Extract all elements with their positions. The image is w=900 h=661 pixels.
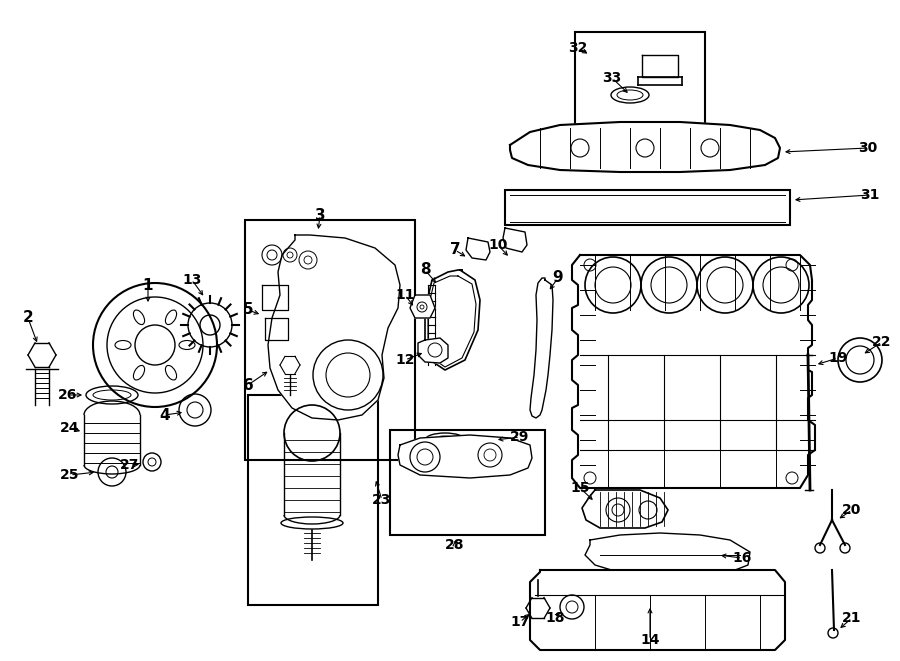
Bar — [248, 395, 378, 605]
Bar — [575, 32, 705, 127]
Polygon shape — [582, 490, 668, 528]
Polygon shape — [398, 435, 532, 478]
Text: 25: 25 — [60, 468, 80, 482]
Bar — [505, 190, 790, 225]
Polygon shape — [410, 295, 435, 318]
Text: 4: 4 — [159, 407, 170, 422]
Text: 20: 20 — [842, 503, 861, 517]
Text: 12: 12 — [395, 353, 415, 367]
Text: 7: 7 — [450, 243, 460, 258]
Text: 10: 10 — [489, 238, 508, 252]
Polygon shape — [268, 235, 400, 420]
Polygon shape — [503, 228, 527, 252]
Text: 8: 8 — [419, 262, 430, 278]
Polygon shape — [425, 270, 480, 370]
Text: 21: 21 — [842, 611, 862, 625]
Text: 13: 13 — [183, 273, 202, 287]
Text: 17: 17 — [510, 615, 530, 629]
Text: 5: 5 — [243, 303, 253, 317]
Text: 6: 6 — [243, 377, 254, 393]
Polygon shape — [418, 338, 448, 363]
Text: 31: 31 — [860, 188, 879, 202]
Text: 1: 1 — [143, 278, 153, 293]
Text: 33: 33 — [602, 71, 622, 85]
Text: 26: 26 — [58, 388, 77, 402]
Polygon shape — [585, 533, 750, 575]
Text: 14: 14 — [640, 633, 660, 647]
Text: 29: 29 — [510, 430, 530, 444]
Polygon shape — [642, 55, 678, 77]
Text: 9: 9 — [553, 270, 563, 286]
Text: 15: 15 — [571, 481, 590, 495]
Polygon shape — [510, 122, 780, 172]
Polygon shape — [530, 570, 785, 650]
Text: 2: 2 — [22, 311, 33, 325]
Text: 28: 28 — [446, 538, 464, 552]
Bar — [245, 220, 415, 460]
Text: 32: 32 — [568, 41, 588, 55]
Text: 16: 16 — [733, 551, 751, 565]
Text: 23: 23 — [373, 493, 392, 507]
Polygon shape — [572, 255, 815, 488]
Text: 18: 18 — [545, 611, 565, 625]
Text: 24: 24 — [60, 421, 80, 435]
Text: 11: 11 — [395, 288, 415, 302]
Polygon shape — [530, 278, 553, 418]
Polygon shape — [466, 238, 490, 260]
Text: 30: 30 — [859, 141, 877, 155]
Text: 3: 3 — [315, 208, 325, 223]
Text: 22: 22 — [872, 335, 892, 349]
Text: 19: 19 — [828, 351, 848, 365]
Bar — [390, 430, 545, 535]
Text: 27: 27 — [121, 458, 140, 472]
